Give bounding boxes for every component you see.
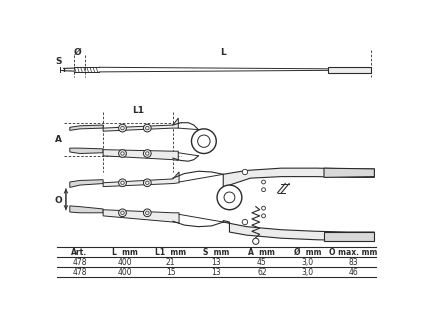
Text: L1: L1	[132, 106, 144, 115]
Polygon shape	[324, 168, 374, 177]
Polygon shape	[70, 148, 103, 154]
Text: 400: 400	[118, 268, 133, 277]
Circle shape	[119, 209, 126, 217]
Text: A  mm: A mm	[249, 248, 275, 257]
Text: Art.: Art.	[71, 248, 87, 257]
Polygon shape	[103, 210, 179, 223]
Text: 21: 21	[166, 258, 176, 267]
Circle shape	[119, 150, 126, 157]
Circle shape	[262, 206, 265, 210]
Circle shape	[242, 219, 248, 225]
Text: O max. mm: O max. mm	[329, 248, 377, 257]
Text: 478: 478	[72, 258, 87, 267]
Text: Ø: Ø	[74, 48, 81, 57]
Circle shape	[242, 169, 248, 175]
Polygon shape	[70, 180, 103, 187]
Text: 83: 83	[348, 258, 358, 267]
Circle shape	[143, 150, 151, 157]
Circle shape	[119, 179, 126, 186]
Polygon shape	[103, 118, 179, 131]
Polygon shape	[70, 125, 103, 130]
Text: L: L	[220, 48, 226, 57]
Polygon shape	[103, 172, 179, 186]
Polygon shape	[70, 206, 103, 213]
Circle shape	[262, 214, 265, 218]
Circle shape	[143, 179, 151, 186]
Text: 13: 13	[211, 268, 221, 277]
Text: L1  mm: L1 mm	[155, 248, 186, 257]
Polygon shape	[103, 150, 179, 161]
Text: 3,0: 3,0	[301, 258, 314, 267]
Polygon shape	[324, 232, 374, 241]
Text: S  mm: S mm	[203, 248, 230, 257]
Text: O: O	[54, 196, 62, 205]
Circle shape	[143, 124, 151, 132]
Polygon shape	[223, 220, 374, 241]
Text: 478: 478	[72, 268, 87, 277]
Text: 45: 45	[257, 258, 267, 267]
Circle shape	[192, 129, 216, 154]
Text: L  mm: L mm	[112, 248, 138, 257]
Text: 46: 46	[348, 268, 358, 277]
Polygon shape	[328, 67, 371, 73]
Circle shape	[262, 188, 265, 192]
Circle shape	[143, 209, 151, 217]
Circle shape	[119, 124, 126, 132]
Text: A: A	[55, 135, 62, 144]
Text: 13: 13	[211, 258, 221, 267]
Circle shape	[217, 185, 242, 210]
Circle shape	[262, 180, 265, 184]
Circle shape	[253, 238, 259, 244]
Text: 3,0: 3,0	[301, 268, 314, 277]
Text: Ø  mm: Ø mm	[294, 248, 321, 257]
Text: S: S	[55, 57, 62, 67]
Text: 400: 400	[118, 258, 133, 267]
Text: 15: 15	[166, 268, 176, 277]
Polygon shape	[223, 168, 374, 188]
Text: 62: 62	[257, 268, 267, 277]
